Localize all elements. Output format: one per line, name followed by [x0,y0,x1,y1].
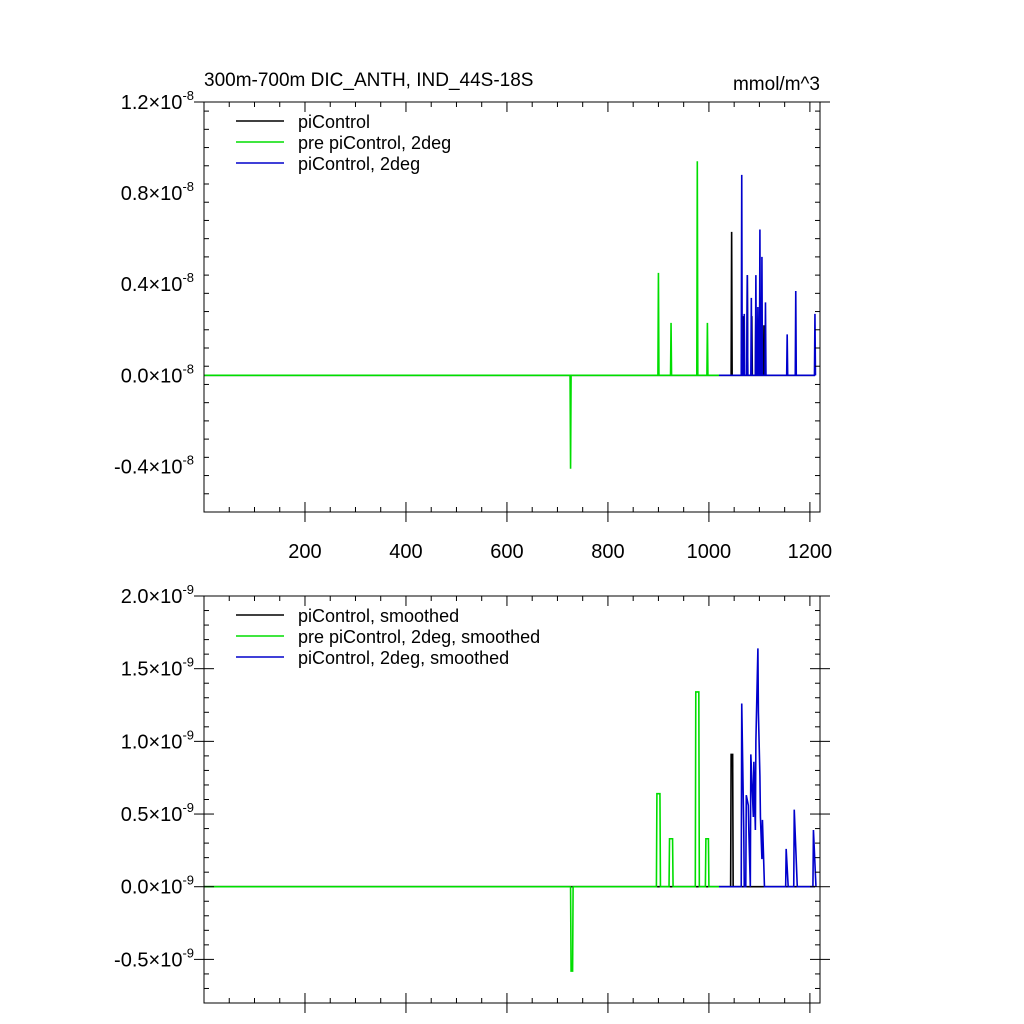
y-tick-label: 0.0×10-8 [121,361,194,387]
plot-title: 300m-700m DIC_ANTH, IND_44S-18S [204,70,533,91]
x-tick-label: 1200 [788,541,833,563]
y-tick-label: -0.4×10-8 [114,452,194,478]
y-tick-label: 1.2×10-8 [121,88,194,114]
top-panel: 300m-700m DIC_ANTH, IND_44S-18S mmol/m^3… [114,70,832,563]
y-tick-label: 2.0×10-9 [121,582,194,608]
series-line-1 [204,231,815,377]
series-line-2 [204,161,720,469]
plot-frame [203,101,821,513]
plot-frame [203,595,821,1004]
y-tick-label: 1.0×10-9 [121,727,194,753]
y-tick-label: 0.8×10-8 [121,179,194,205]
legend-label: piControl [298,112,370,132]
y-tick-label: 1.5×10-9 [121,655,194,681]
legend-item: pre piControl, 2deg [236,133,451,153]
legend-item: piControl, 2deg, smoothed [236,648,509,668]
legend-item: pre piControl, 2deg, smoothed [236,627,540,647]
series-line-1 [204,753,815,888]
legend-item: piControl, smoothed [236,606,459,626]
x-tick-label: 800 [591,541,624,563]
legend-label: piControl, smoothed [298,606,459,626]
series-line-3 [719,174,817,377]
legend-label: pre piControl, 2deg [298,133,451,153]
bottom-panel: -0.5×10-9 0.0×10-9 0.5×10-9 1.0×10-9 1.5×10-… [114,582,830,1013]
units-label: mmol/m^3 [733,74,820,95]
legend-label: piControl, 2deg, smoothed [298,648,509,668]
x-tick-label: 1000 [687,541,732,563]
y-tick-label: 0.0×10-9 [121,873,194,899]
y-tick-label: 0.4×10-8 [121,270,194,296]
x-tick-label: 200 [288,541,321,563]
legend-item: piControl, 2deg [236,154,420,174]
x-tick-label: 600 [490,541,523,563]
x-tick-label: 400 [389,541,422,563]
legend-label: piControl, 2deg [298,154,420,174]
legend-label: pre piControl, 2deg, smoothed [298,627,540,647]
y-tick-label: 0.5×10-9 [121,800,194,826]
legend-item: piControl [236,112,370,132]
y-tick-label: -0.5×10-9 [114,945,194,971]
series-line-3 [719,648,817,888]
series-line-2 [204,691,720,972]
